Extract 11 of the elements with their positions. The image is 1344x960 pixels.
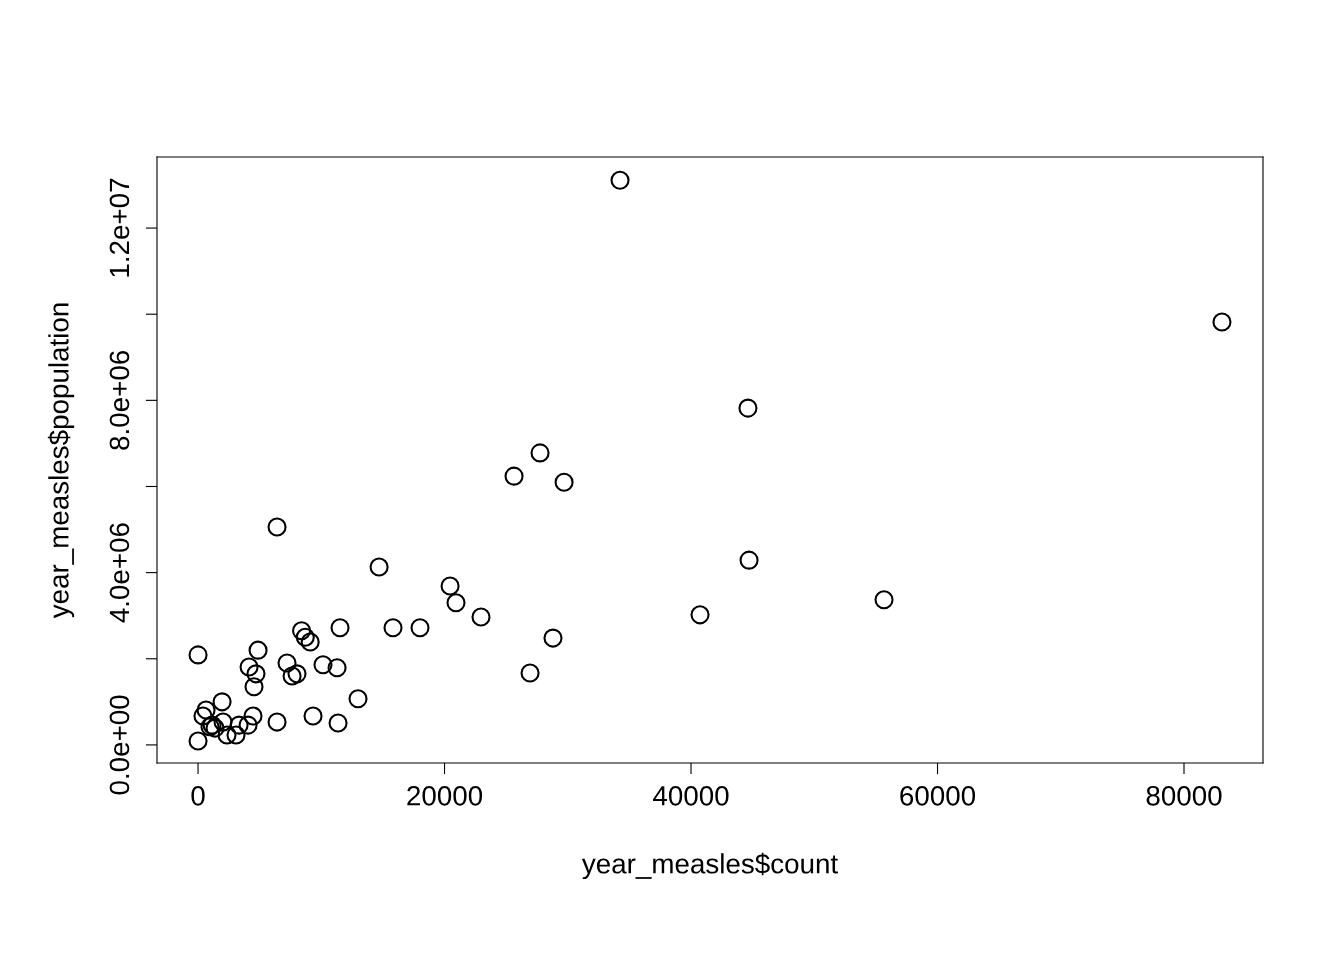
y-axis-title: year_measles$population bbox=[47, 303, 75, 619]
y-tick-label: 4.0e+06 bbox=[109, 523, 130, 623]
y-tick-label: 1.2e+07 bbox=[109, 178, 130, 277]
x-tick-label: 0 bbox=[191, 785, 205, 806]
x-tick-label: 20000 bbox=[407, 785, 483, 806]
x-axis-title: year_measles$count bbox=[581, 852, 838, 880]
y-tick-label: 0.0e+00 bbox=[109, 695, 130, 795]
x-tick-label: 40000 bbox=[653, 785, 729, 806]
x-tick-label: 60000 bbox=[900, 785, 976, 806]
y-tick-label: 8.0e+06 bbox=[109, 350, 130, 450]
x-tick-label: 80000 bbox=[1146, 785, 1222, 806]
